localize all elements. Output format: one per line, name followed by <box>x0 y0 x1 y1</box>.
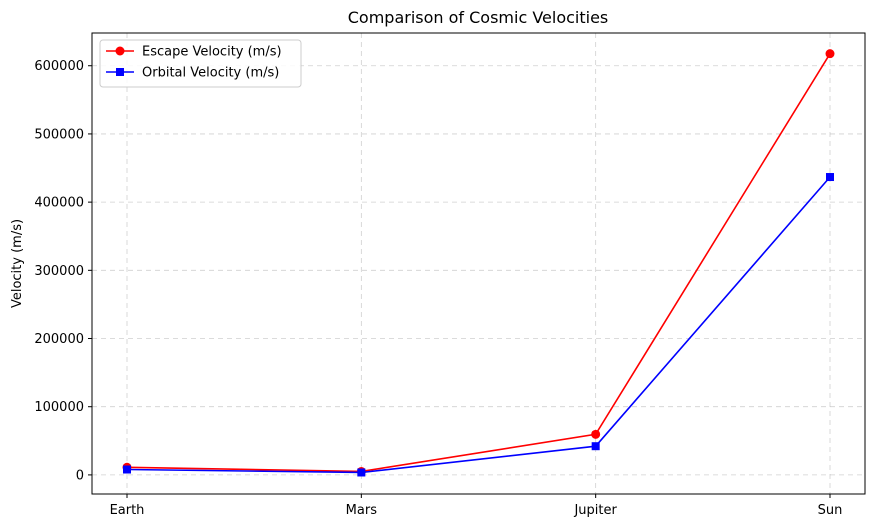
x-tick-label: Jupiter <box>573 503 617 518</box>
y-tick-label: 0 <box>76 468 84 483</box>
plot-frame <box>91 32 866 495</box>
series-layer <box>122 49 835 477</box>
orbital-velocity-point <box>591 442 600 451</box>
escape-velocity-line <box>126 53 831 473</box>
orbital-velocity-point <box>123 465 131 474</box>
y-tick-label: 200000 <box>34 332 84 347</box>
ticks: Earth Mars Jupiter Sun 0 100000 200000 300000 40… <box>34 59 842 518</box>
orbital-velocity-point <box>826 173 834 182</box>
x-tick-label: Mars <box>346 503 378 518</box>
y-tick-label: 300000 <box>34 264 84 279</box>
escape-velocity-point <box>825 49 835 59</box>
y-axis-label: Velocity (m/s) <box>10 219 25 308</box>
legend-orbital-velocity-marker <box>116 68 124 76</box>
legend-escape-velocity-label: Escape Velocity (m/s) <box>142 45 282 60</box>
x-tick-label: Sun <box>818 503 843 518</box>
escape-velocity-point <box>591 429 601 439</box>
legend-escape-velocity-marker <box>115 46 125 56</box>
y-tick-label: 100000 <box>34 400 84 415</box>
legend-orbital-velocity-label: Orbital Velocity (m/s) <box>142 66 279 81</box>
orbital-velocity-line <box>126 176 831 474</box>
orbital-velocity-point <box>357 468 366 477</box>
y-tick-label: 600000 <box>34 59 84 74</box>
x-tick-label: Earth <box>110 503 145 518</box>
chart-title: Comparison of Cosmic Velocities <box>348 8 609 27</box>
y-tick-label: 400000 <box>34 196 84 211</box>
legend-box <box>99 39 302 88</box>
y-tick-label: 500000 <box>34 127 84 142</box>
legend: Escape Velocity (m/s) Orbital Velocity (m… <box>99 39 302 88</box>
